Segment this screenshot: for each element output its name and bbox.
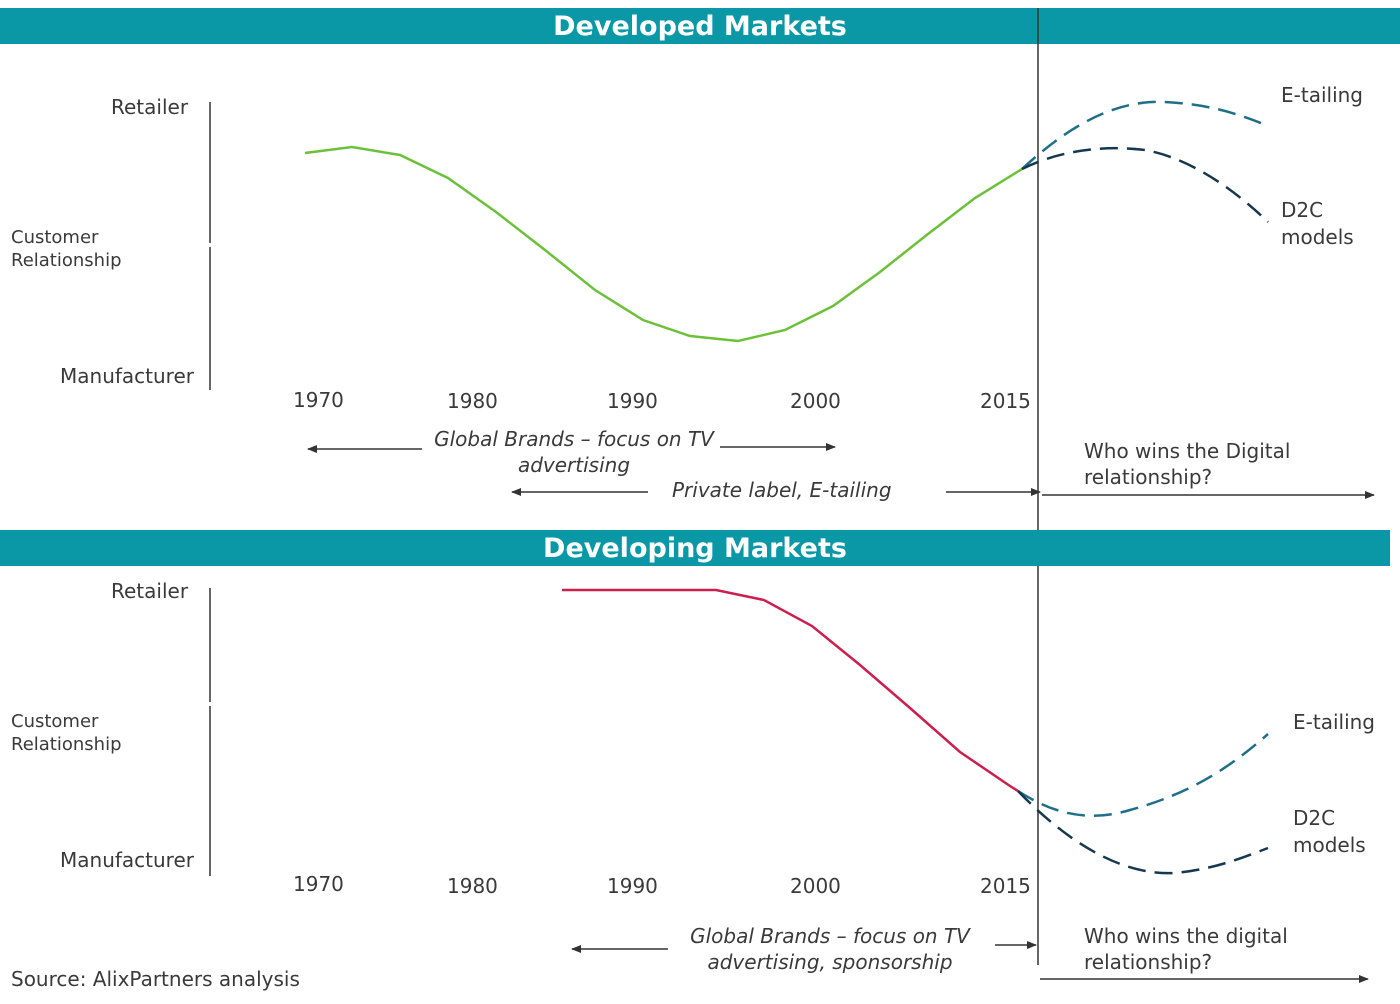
- developing-digital-question: Who wins the digital relationship?: [1084, 923, 1288, 975]
- developing-global-brands-line2: advertising, sponsorship: [707, 950, 953, 974]
- developed-d2c-line1: D2C: [1281, 198, 1324, 222]
- developed-axis-title-line2: Relationship: [11, 250, 122, 271]
- developed-global-brands-line2: advertising: [517, 453, 631, 477]
- developing-global-brands-line1: Global Brands – focus on TV: [690, 924, 970, 948]
- developed-markets-title: Developed Markets: [553, 10, 847, 42]
- developed-global-brands-note: Global Brands – focus on TV advertising: [424, 426, 724, 478]
- developing-d2c-label: D2C models: [1293, 805, 1366, 859]
- developed-year-1980: 1980: [447, 389, 498, 413]
- developing-axis-title: Customer Relationship: [11, 710, 122, 756]
- developed-question-line2: relationship?: [1084, 465, 1213, 489]
- developed-digital-question: Who wins the Digital relationship?: [1084, 438, 1290, 490]
- developed-d2c-label: D2C models: [1281, 197, 1354, 251]
- developed-private-label-note: Private label, E-tailing: [672, 478, 892, 502]
- developing-year-2015: 2015: [980, 874, 1031, 898]
- developed-level-retailer: Retailer: [111, 95, 189, 119]
- developing-year-1990: 1990: [607, 874, 658, 898]
- developed-history-curve: [304, 145, 1023, 343]
- developing-question-line1: Who wins the digital: [1084, 924, 1288, 948]
- developed-level-manufacturer: Manufacturer: [60, 364, 194, 388]
- developed-global-brands-line1: Global Brands – focus on TV: [434, 427, 714, 451]
- developing-d2c-line2: models: [1293, 833, 1366, 857]
- developing-level-manufacturer: Manufacturer: [60, 848, 194, 872]
- developing-year-2000: 2000: [790, 874, 841, 898]
- developed-markets-banner: Developed Markets: [0, 8, 1400, 44]
- developed-etailing-label: E-tailing: [1281, 83, 1363, 107]
- developing-axis-title-line2: Relationship: [11, 734, 122, 755]
- developed-axis-title-line1: Customer: [11, 227, 99, 248]
- developed-axis-title: Customer Relationship: [11, 226, 122, 272]
- developing-d2c-line1: D2C: [1293, 806, 1336, 830]
- developing-markets-banner: Developing Markets: [0, 530, 1390, 566]
- developing-global-brands-note: Global Brands – focus on TV advertising,…: [680, 923, 980, 975]
- developed-etailing-curve: [1021, 100, 1269, 170]
- developing-year-1980: 1980: [447, 874, 498, 898]
- developing-question-line2: relationship?: [1084, 950, 1213, 974]
- developed-d2c-line2: models: [1281, 225, 1354, 249]
- developed-d2c-curve: [1021, 146, 1269, 223]
- developing-d2c-curve: [1017, 790, 1269, 875]
- developed-year-2000: 2000: [790, 389, 841, 413]
- developing-history-curve: [562, 588, 1019, 793]
- developed-year-1970: 1970: [293, 388, 344, 412]
- developing-level-retailer: Retailer: [111, 579, 189, 603]
- developing-markets-title: Developing Markets: [543, 532, 847, 564]
- developing-year-1970: 1970: [293, 872, 344, 896]
- developing-etailing-curve: [1017, 733, 1269, 817]
- source-note: Source: AlixPartners analysis: [11, 967, 300, 991]
- developing-etailing-label: E-tailing: [1293, 710, 1375, 734]
- developing-axis-title-line1: Customer: [11, 711, 99, 732]
- developed-question-line1: Who wins the Digital: [1084, 439, 1291, 463]
- developed-year-1990: 1990: [607, 389, 658, 413]
- developed-year-2015: 2015: [980, 389, 1031, 413]
